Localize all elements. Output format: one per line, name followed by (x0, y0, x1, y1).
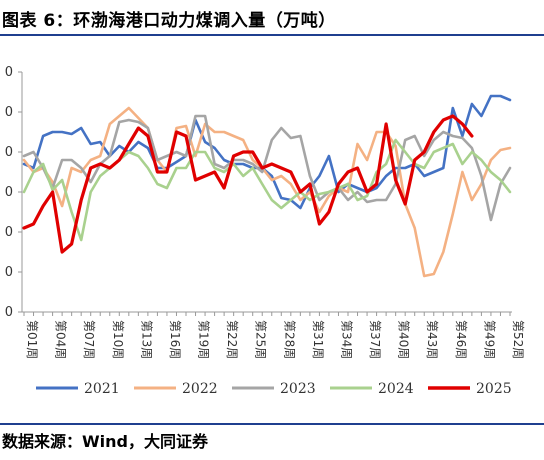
x-tick-label: 第10周 (111, 320, 125, 359)
legend: 2021 2022 2023 2024 2025 (36, 381, 512, 397)
y-tick-label: 0 (5, 265, 13, 280)
x-tick-label: 第22周 (225, 320, 239, 359)
x-tick-label: 第07周 (82, 320, 96, 359)
x-tick-label: 第25周 (254, 320, 268, 359)
axes: 0 0 0 0 0 0 0 第01周 第04周 第07周 第10周 第13周 第16周 第19周 第22周 第… (5, 65, 525, 359)
x-tick-label: 第13周 (139, 320, 153, 359)
x-tick-label: 第28周 (282, 320, 296, 359)
legend-label-2021: 2021 (84, 381, 120, 397)
x-tick-label: 第43周 (425, 320, 439, 359)
x-tick-label: 第31周 (311, 320, 325, 359)
x-tick-label: 第37周 (368, 320, 382, 359)
x-tick-label: 第19周 (197, 320, 211, 359)
x-tick-label: 第34周 (339, 320, 353, 359)
y-tick-label: 0 (5, 145, 13, 160)
chart: 0 0 0 0 0 0 0 第01周 第04周 第07周 第10周 第13周 第16周 第19周 第22周 第… (5, 65, 525, 397)
series-line-2022 (22, 106, 512, 278)
legend-label-2022: 2022 (182, 381, 218, 397)
x-tick-label: 第40周 (397, 320, 411, 359)
x-tick-label: 第04周 (54, 320, 68, 359)
x-tick-label: 第52周 (511, 320, 525, 359)
source-rule (0, 423, 544, 425)
source-note: 数据来源：Wind，大同证券 (2, 432, 208, 451)
x-tick-label: 第49周 (482, 320, 496, 359)
y-tick-label: 0 (5, 305, 13, 320)
title-rule (0, 34, 544, 36)
legend-label-2024: 2024 (378, 381, 414, 397)
x-tick-label: 第46周 (454, 320, 468, 359)
y-tick-label: 0 (5, 105, 13, 120)
x-tick-label: 第16周 (168, 320, 182, 359)
series-line-2025 (22, 114, 474, 254)
series-line-2024 (22, 138, 512, 242)
legend-label-2023: 2023 (280, 381, 316, 397)
y-tick-label: 0 (5, 65, 13, 80)
chart-title: 图表 6：环渤海港口动力煤调入量（万吨） (2, 11, 336, 31)
series-layer (22, 94, 512, 278)
x-tick-label: 第01周 (25, 320, 39, 359)
series-line-2023 (22, 114, 512, 222)
legend-label-2025: 2025 (476, 381, 512, 397)
y-tick-label: 0 (5, 185, 13, 200)
y-tick-label: 0 (5, 225, 13, 240)
